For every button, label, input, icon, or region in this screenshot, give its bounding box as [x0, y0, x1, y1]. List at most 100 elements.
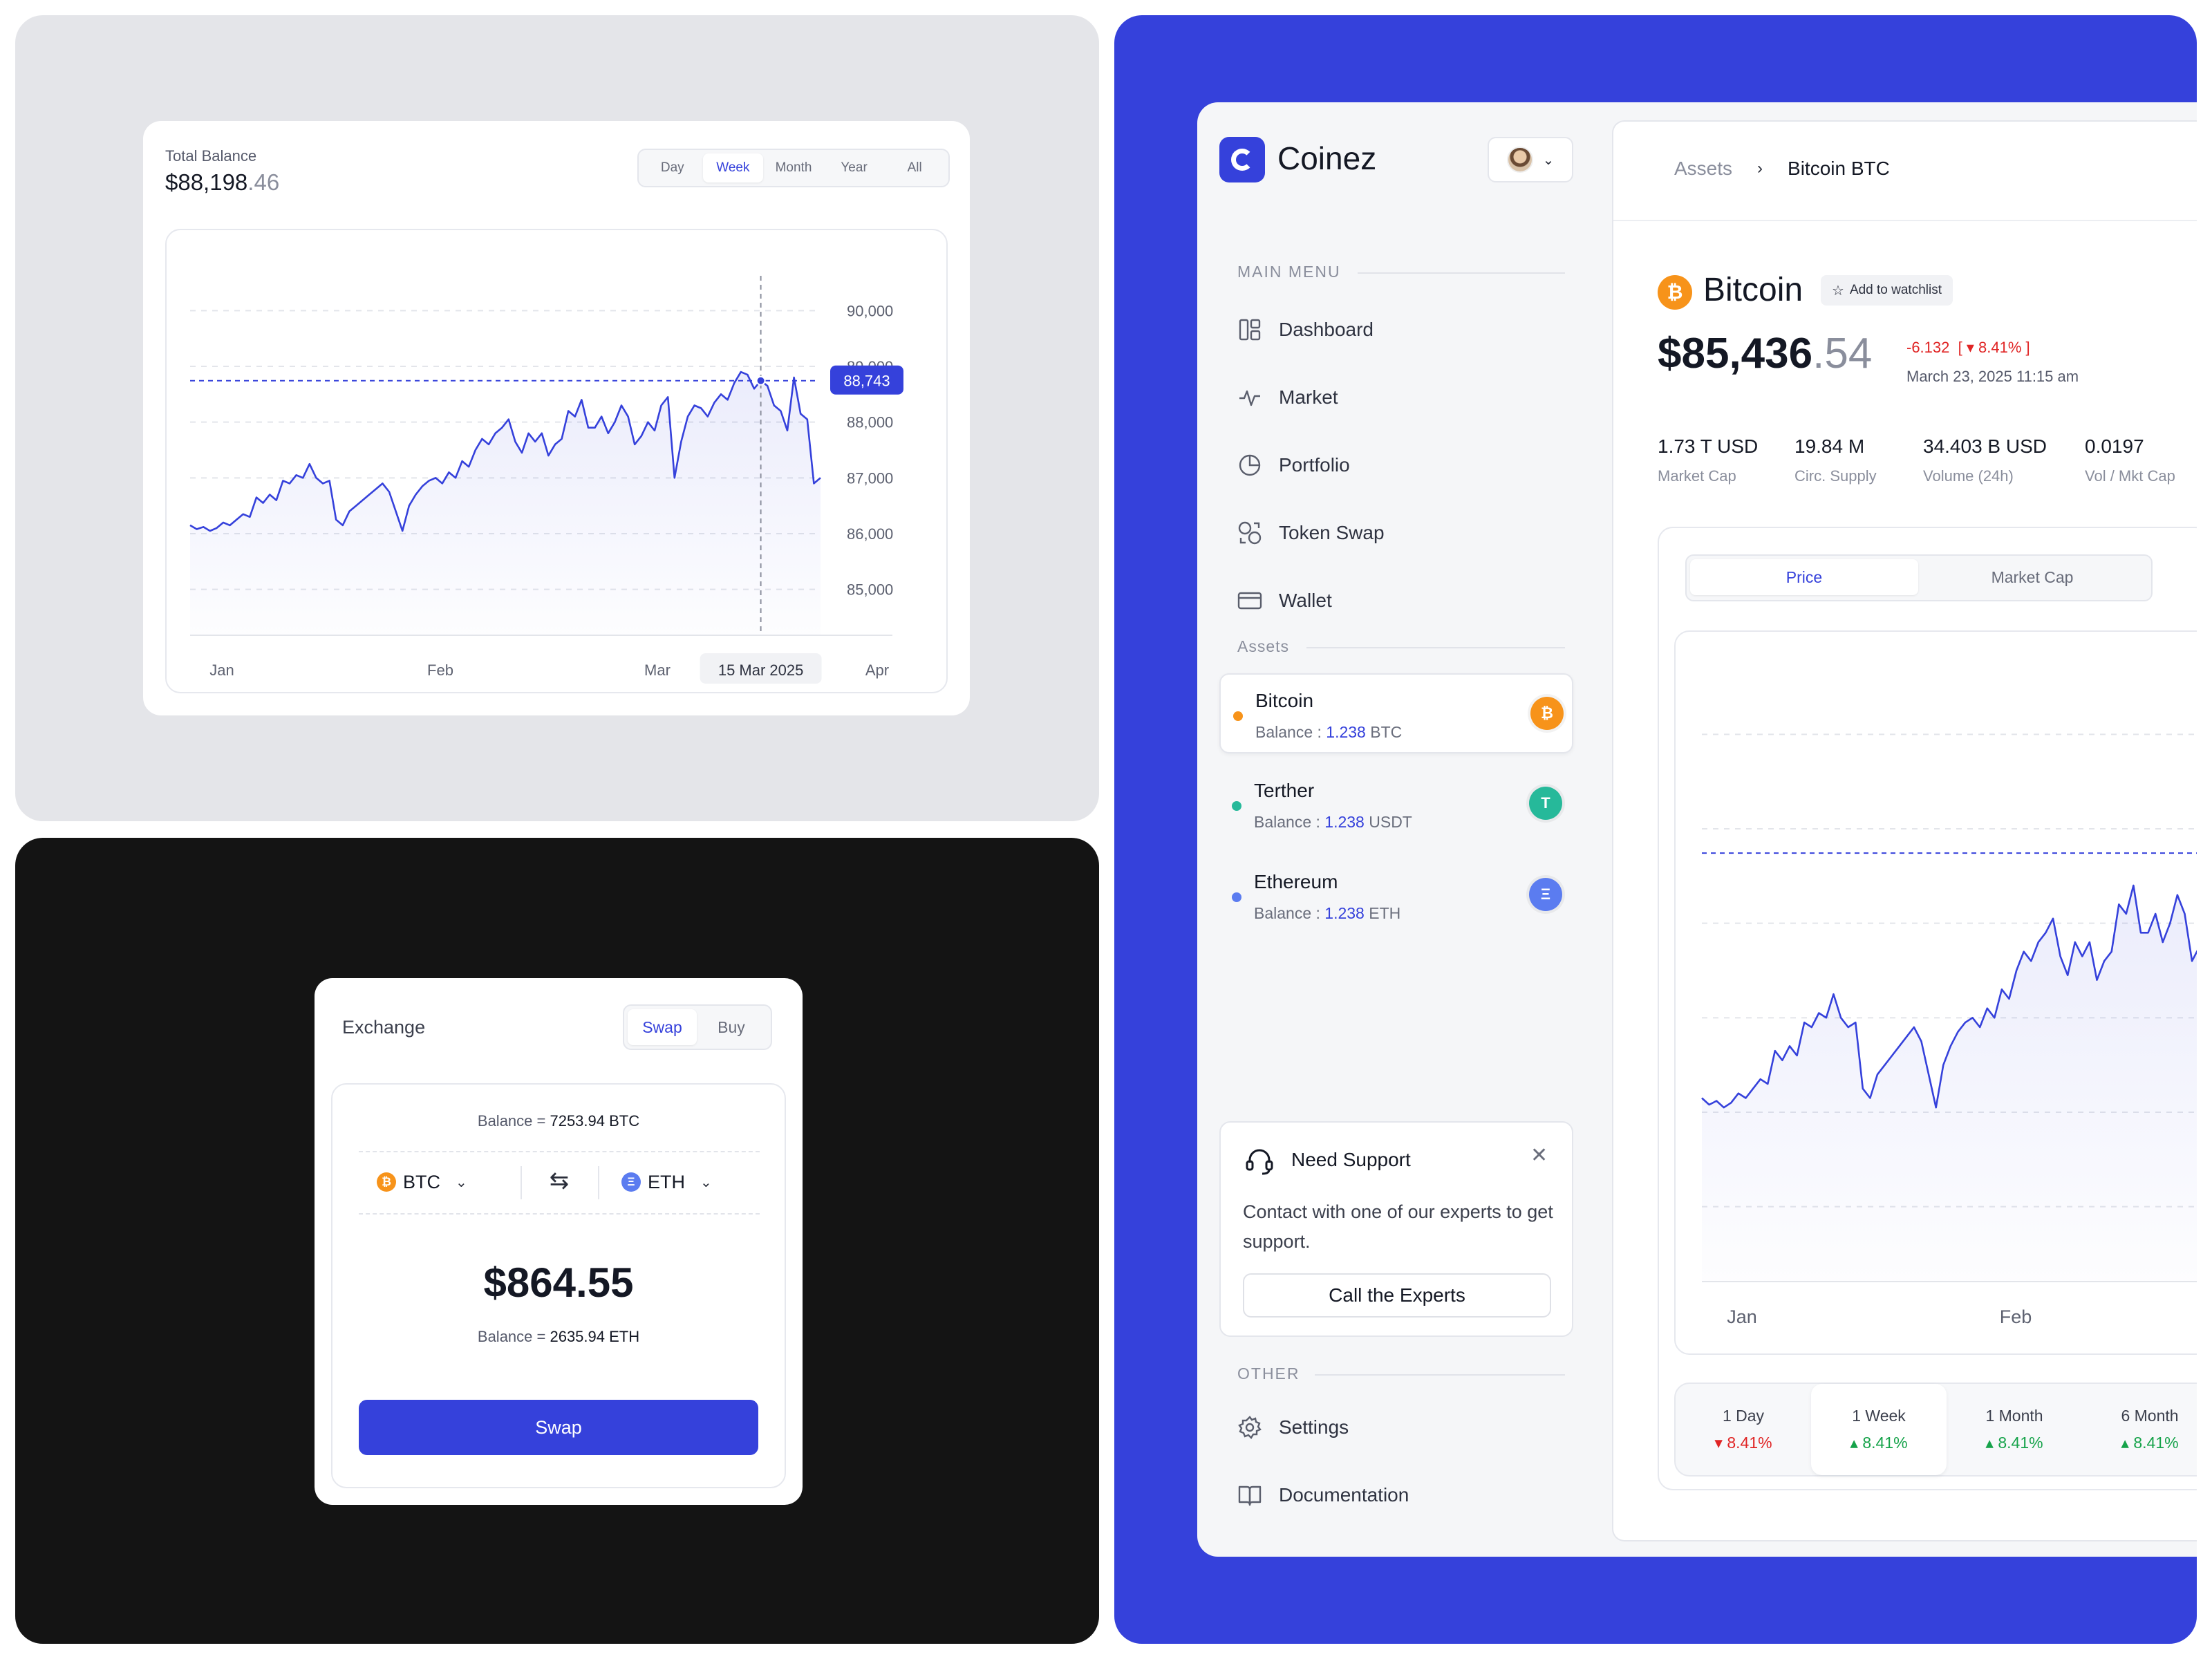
stat-value: 0.0197	[2085, 435, 2144, 457]
price-decimal: .54	[1812, 330, 1873, 377]
layout-grid-icon	[1237, 317, 1262, 342]
balance-chart[interactable]: 85,00086,00087,00088,00089,00090,000JanF…	[167, 230, 949, 695]
period-6-month[interactable]: 6 Month ▴ 8.41%	[2082, 1384, 2197, 1475]
bitcoin-icon: ₿	[1530, 697, 1564, 730]
tab-swap[interactable]: Swap	[628, 1009, 697, 1045]
period-label: 6 Month	[2121, 1407, 2179, 1425]
sidebar-item-token-swap[interactable]: Token Swap	[1237, 513, 1569, 553]
add-to-watchlist-button[interactable]: ☆ Add to watchlist	[1821, 275, 1953, 306]
asset-balance-value: 1.238	[1324, 904, 1365, 922]
from-balance: Balance = 7253.94 BTC	[332, 1112, 785, 1130]
stat-vol-mkt-cap: 0.0197 Vol / Mkt Cap	[2085, 435, 2175, 485]
y-tick-label: 87,000	[847, 469, 893, 487]
headset-icon	[1244, 1146, 1275, 1182]
call-experts-button[interactable]: Call the Experts	[1243, 1273, 1551, 1318]
tab-month[interactable]: Month	[775, 160, 812, 175]
book-icon	[1237, 1483, 1262, 1508]
divider	[521, 1166, 522, 1199]
wallet-icon	[1237, 588, 1262, 613]
period-change-value: 8.41%	[1998, 1434, 2043, 1452]
tether-icon: T	[1529, 787, 1562, 820]
sidebar-item-portfolio[interactable]: Portfolio	[1237, 445, 1569, 485]
period-change-value: 8.41%	[2133, 1434, 2179, 1452]
sidebar-item-documentation[interactable]: Documentation	[1237, 1475, 1569, 1515]
x-tick-label: Feb	[427, 662, 453, 679]
asset-item-tether[interactable]: Terther Balance : 1.238 USDT T	[1219, 765, 1573, 845]
period-change: ▾ 8.41%	[1714, 1434, 1772, 1452]
y-tick-label: 85,000	[847, 581, 893, 599]
tab-year[interactable]: Year	[841, 160, 868, 175]
assets-label-text: Assets	[1237, 637, 1290, 655]
sidebar-item-settings[interactable]: Settings	[1237, 1407, 1569, 1447]
exchange-form: Balance = 7253.94 BTC ₿ BTC ⌄ ⇆ Ξ ETH ⌄ …	[331, 1083, 786, 1488]
tooltip-value: 88,743	[843, 373, 890, 390]
price-chart-card: Price Market Cap Jan Feb 1 Day ▾ 8.41% 1 W…	[1658, 527, 2197, 1490]
price-chart-container: Jan Feb	[1674, 630, 2197, 1355]
asset-balance-label: Balance :	[1254, 813, 1325, 831]
asset-detail: Assets › Bitcoin BTC ₿ Bitcoin ☆ Add to …	[1612, 120, 2197, 1541]
other-label: OTHER	[1237, 1365, 1565, 1383]
swap-amount[interactable]: $864.55	[483, 1259, 634, 1306]
asset-balance: Balance : 1.238 USDT	[1254, 813, 1412, 832]
activity-icon	[1237, 385, 1262, 410]
divider	[359, 1151, 760, 1152]
balance-series-line	[189, 371, 821, 532]
sidebar-item-market[interactable]: Market	[1237, 377, 1569, 418]
tab-week[interactable]: Week	[702, 153, 764, 182]
period-label: 1 Day	[1722, 1407, 1765, 1425]
coin-title: Bitcoin	[1703, 272, 1803, 308]
y-tick-label: 86,000	[847, 525, 893, 543]
exchange-tabs: Swap Buy	[623, 1004, 772, 1050]
period-label: 1 Month	[1985, 1407, 2043, 1425]
price-chart[interactable]: Jan Feb	[1676, 632, 2197, 1356]
to-coin-select[interactable]: Ξ ETH ⌄	[621, 1165, 712, 1199]
asset-item-bitcoin[interactable]: Bitcoin Balance : 1.238 BTC ₿	[1219, 673, 1573, 753]
divider	[1613, 220, 2197, 221]
period-1-day[interactable]: 1 Day ▾ 8.41%	[1676, 1384, 1811, 1475]
period-1-month[interactable]: 1 Month ▴ 8.41%	[1947, 1384, 2082, 1475]
sidebar-item-label: Portfolio	[1279, 454, 1350, 476]
exchange-title: Exchange	[342, 1017, 426, 1038]
asset-balance-unit: BTC	[1370, 723, 1403, 741]
from-coin-select[interactable]: ₿ BTC ⌄	[377, 1165, 467, 1199]
swap-button[interactable]: Swap	[359, 1400, 758, 1455]
period-change-value: 8.41%	[1727, 1434, 1772, 1452]
price-change: -6.132 [ ▾ 8.41% ]	[1906, 339, 2030, 357]
user-menu[interactable]: ⌄	[1488, 137, 1573, 182]
x-tick-label: Feb	[2000, 1306, 2032, 1327]
asset-name: Bitcoin	[1255, 690, 1314, 711]
coinez-logo-icon[interactable]	[1219, 137, 1265, 182]
y-tick-label: 90,000	[847, 302, 893, 319]
balance-main: $88,198	[165, 169, 248, 195]
breadcrumb-assets-link[interactable]: Assets	[1674, 158, 1733, 179]
tab-all[interactable]: All	[907, 160, 922, 175]
chevron-down-icon: ⌄	[1542, 152, 1555, 168]
asset-name: Terther	[1254, 780, 1315, 801]
swap-direction-icon[interactable]: ⇆	[549, 1168, 570, 1194]
stat-value: 19.84 M	[1794, 435, 1865, 457]
period-1-week[interactable]: 1 Week ▴ 8.41%	[1811, 1384, 1947, 1475]
tab-day[interactable]: Day	[660, 160, 684, 175]
main-menu-label: MAIN MENU	[1237, 263, 1565, 281]
balance-panel: Total Balance $88,198.46 Day Week Month …	[15, 15, 1099, 821]
sidebar-item-wallet[interactable]: Wallet	[1237, 581, 1569, 621]
sidebar-item-dashboard[interactable]: Dashboard	[1237, 310, 1569, 350]
asset-item-ethereum[interactable]: Ethereum Balance : 1.238 ETH Ξ	[1219, 856, 1573, 936]
price-change-pct: [ ▾ 8.41% ]	[1958, 339, 2030, 356]
close-icon[interactable]: ✕	[1530, 1144, 1548, 1167]
from-coin-label: BTC	[403, 1171, 440, 1192]
to-balance-label: Balance =	[477, 1328, 550, 1345]
chevron-down-icon: ⌄	[456, 1174, 467, 1190]
from-balance-label: Balance =	[477, 1112, 550, 1130]
divider	[359, 1213, 760, 1215]
asset-balance: Balance : 1.238 BTC	[1255, 723, 1402, 742]
tab-buy[interactable]: Buy	[718, 1018, 745, 1036]
assets-label: Assets	[1237, 637, 1565, 656]
exchange-card: Exchange Swap Buy Balance = 7253.94 BTC …	[315, 978, 803, 1505]
current-price: $85,436.54	[1658, 329, 1872, 378]
tooltip-date: 15 Mar 2025	[718, 662, 804, 679]
price-timestamp: March 23, 2025 11:15 am	[1906, 368, 2079, 385]
tab-market-cap[interactable]: Market Cap	[1991, 568, 2074, 586]
avatar	[1506, 147, 1533, 173]
tab-price[interactable]: Price	[1690, 559, 1918, 595]
